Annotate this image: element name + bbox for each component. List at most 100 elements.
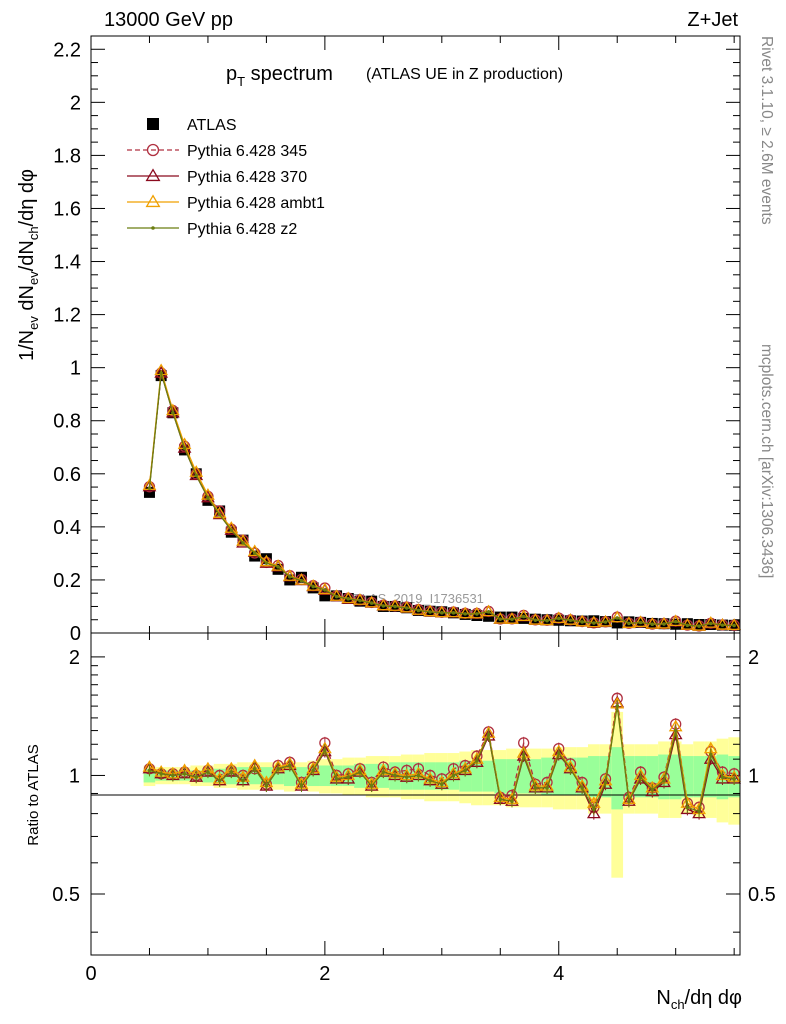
ratio-point-z2 [556, 751, 561, 755]
data-point-atlas [272, 563, 284, 575]
data-point-atlas [611, 617, 623, 629]
ratio-point-z2 [428, 778, 432, 783]
point-ambt1 [212, 506, 227, 519]
ratio-point-z2 [440, 782, 444, 787]
ratio-point-z2 [685, 805, 690, 810]
ratio-point-z2 [673, 728, 678, 733]
ratio-band-inner [506, 759, 518, 794]
ratio-band-inner [494, 759, 507, 794]
y-tick-label: 1 [70, 358, 81, 380]
data-point-atlas [202, 494, 214, 506]
ratio-point-z2 [545, 786, 549, 790]
legend-label: ATLAS [187, 117, 237, 134]
data-point-atlas [518, 612, 530, 624]
legend-label: Pythia 6.428 z2 [187, 221, 297, 238]
ratio-band-inner [365, 763, 378, 788]
y-axis-label: 1/Nev dNev/dNch/dη dφ [16, 169, 41, 361]
point-z2 [510, 617, 514, 622]
point-ambt1 [610, 610, 625, 623]
ratio-band-inner [529, 759, 542, 794]
ratio-band-inner [611, 747, 624, 810]
point-z2 [650, 622, 655, 627]
ratio-point-z2 [521, 752, 526, 757]
point-z2 [638, 620, 643, 625]
y-tick-label: 0.4 [53, 517, 81, 539]
collision-energy-label: 13000 GeV pp [104, 9, 233, 31]
ratio-point-z2 [252, 766, 257, 771]
point-z2 [416, 608, 421, 613]
point-ambt1 [434, 605, 449, 618]
point-z2 [697, 624, 701, 628]
ratio-point-370 [668, 727, 683, 740]
ratio-band-inner [272, 767, 284, 785]
y-tick-label: 1.6 [53, 198, 81, 220]
chart-title-main: p [226, 63, 237, 85]
data-point-atlas [179, 444, 191, 456]
ratio-point-z2 [451, 773, 456, 778]
point-ambt1 [282, 569, 297, 581]
ratio-point-z2 [299, 784, 304, 788]
ratio-band-inner [681, 756, 694, 798]
point-ambt1 [493, 611, 508, 624]
point-ambt1 [668, 614, 683, 627]
point-370 [165, 405, 180, 418]
point-z2 [428, 610, 432, 614]
ratio-point-z2 [732, 777, 736, 781]
point-370 [142, 479, 157, 492]
point-z2 [194, 473, 199, 478]
data-marker-atlas [670, 618, 682, 630]
y-tick-label: 2.2 [53, 39, 81, 61]
point-z2 [182, 446, 187, 450]
point-z2 [171, 410, 175, 415]
point-z2 [299, 578, 304, 583]
point-z2 [334, 594, 339, 599]
legend-marker [145, 168, 161, 182]
point-z2 [369, 601, 374, 605]
point-z2 [521, 614, 526, 619]
data-marker-atlas [319, 590, 331, 602]
ratio-band-inner [646, 756, 659, 798]
ratio-point-z2 [311, 768, 315, 773]
point-ambt1 [481, 604, 496, 617]
point-ambt1 [423, 604, 438, 617]
legend-label: Pythia 6.428 345 [187, 143, 307, 160]
legend-marker [146, 143, 160, 157]
point-z2 [346, 597, 351, 601]
ratio-y-tick-label: 2 [69, 647, 80, 669]
data-point-atlas [366, 595, 378, 607]
data-marker-atlas [611, 617, 623, 629]
ratio-point-z2 [159, 771, 163, 776]
point-z2 [580, 620, 584, 624]
ratio-y-tick-label-right: 0.5 [748, 884, 776, 906]
series-line-370 [148, 372, 735, 627]
ratio-point-z2 [182, 771, 187, 776]
data-point-atlas [670, 618, 682, 630]
point-z2 [229, 528, 234, 532]
ratio-y-axis-label: Ratio to ATLAS [25, 744, 42, 845]
ratio-y-tick-label-right: 2 [748, 647, 759, 669]
legend-label: Pythia 6.428 370 [187, 169, 307, 186]
data-point-atlas [319, 590, 331, 602]
point-z2 [264, 561, 269, 565]
ratio-band-inner [248, 767, 261, 785]
data-marker-atlas [202, 494, 214, 506]
y-tick-label: 0.2 [53, 570, 81, 592]
point-z2 [159, 371, 163, 375]
rivet-version-label: Rivet 3.1.10, ≥ 2.6M events [758, 36, 775, 225]
ratio-point-z2 [720, 775, 725, 779]
data-marker-atlas [588, 615, 600, 627]
point-z2 [404, 606, 409, 610]
series-line-345 [148, 372, 735, 627]
point-z2 [673, 619, 678, 624]
legend-marker [151, 226, 155, 230]
x-tick-label: 4 [553, 963, 564, 985]
ratio-point-z2 [171, 773, 175, 778]
point-z2 [498, 617, 503, 621]
ratio-point-z2 [662, 778, 666, 783]
point-z2 [276, 564, 280, 569]
legend: ATLAS Pythia 6.428 345 Pythia 6.428 370 Pyt… [127, 117, 325, 238]
ratio-band-inner [623, 756, 635, 798]
point-z2 [475, 612, 479, 616]
ratio-y-tick-label: 1 [69, 765, 80, 787]
point-z2 [685, 623, 690, 628]
